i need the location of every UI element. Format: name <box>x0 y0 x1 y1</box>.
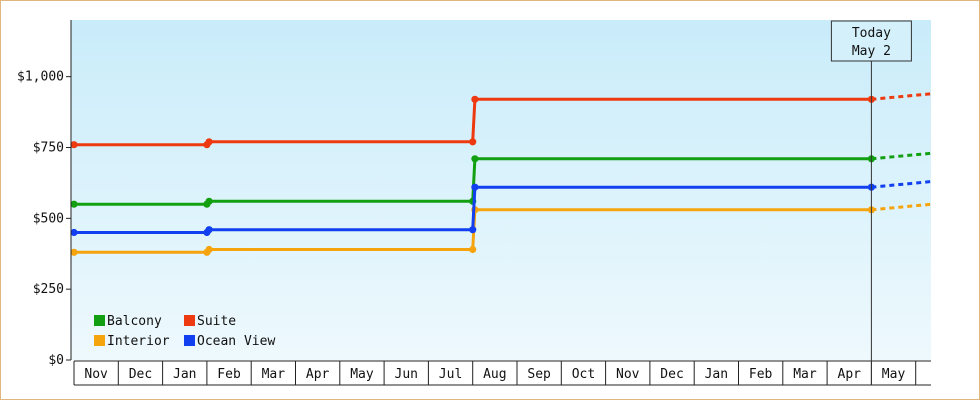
series-line-balcony <box>74 157 872 206</box>
today-box <box>830 20 912 62</box>
x-tick-label: Dec <box>660 367 683 382</box>
series-line-ocean-view <box>74 185 872 234</box>
series-line-suite <box>74 97 872 147</box>
series-ocean-view <box>70 180 933 237</box>
x-tick-label: Apr <box>306 367 330 382</box>
y-tick-label: $1,000 <box>17 70 64 85</box>
axes-layer: $0 $250 $500 $750 $1,000 Nov Dec Jan Feb Mar Apr Ma… <box>17 20 931 386</box>
legend-label: Interior <box>107 334 170 349</box>
data-point[interactable] <box>471 183 479 191</box>
x-tick-label: Jul <box>439 367 462 382</box>
data-point[interactable] <box>205 245 213 254</box>
data-point[interactable] <box>70 228 78 237</box>
today-marker: Today May 2 <box>830 20 912 385</box>
data-point[interactable] <box>471 155 479 163</box>
data-point[interactable] <box>205 226 213 234</box>
x-tick-label: Jan <box>705 367 728 382</box>
data-point[interactable] <box>469 138 477 146</box>
today-label: Today <box>852 26 891 41</box>
series-line-interior <box>74 208 872 254</box>
series-projection-balcony <box>871 151 933 161</box>
legend-swatch <box>94 335 105 346</box>
data-point[interactable] <box>469 226 477 234</box>
x-tick-label: Dec <box>129 367 152 382</box>
data-point[interactable] <box>205 197 213 205</box>
legend-swatch <box>94 315 105 326</box>
x-tick-label: May <box>882 367 906 382</box>
legend: Balcony Suite Interior Ocean View <box>94 314 275 349</box>
legend-item: Suite <box>184 314 236 329</box>
legend-label: Ocean View <box>197 334 275 349</box>
series-projection-ocean-view <box>871 180 933 189</box>
x-tick-label: May <box>350 367 374 382</box>
series-layer <box>70 92 933 256</box>
x-tick-label: Sep <box>527 367 551 382</box>
y-tick-label: $0 <box>48 353 64 368</box>
data-point[interactable] <box>70 248 78 256</box>
series-projection-suite <box>871 92 933 101</box>
y-tick-label: $500 <box>33 211 64 226</box>
x-tick-label: Mar <box>262 367 286 382</box>
x-tick-label: Mar <box>793 367 817 382</box>
x-tick-label: Jun <box>395 367 418 382</box>
today-date: May 2 <box>852 44 891 59</box>
series-interior <box>70 202 933 256</box>
x-tick-label: Aug <box>483 367 506 382</box>
legend-item: Ocean View <box>184 334 275 349</box>
legend-item: Interior <box>94 334 170 349</box>
x-tick-label: Nov <box>84 367 108 382</box>
plot-area <box>71 20 931 360</box>
y-tick-label: $750 <box>33 141 64 156</box>
y-tick-label: $250 <box>33 282 64 297</box>
x-tick-label: Apr <box>838 367 862 382</box>
data-point[interactable] <box>469 245 477 254</box>
legend-label: Balcony <box>107 314 162 329</box>
data-point[interactable] <box>205 138 213 146</box>
legend-label: Suite <box>197 314 236 329</box>
x-tick-label: Feb <box>217 367 241 382</box>
data-point[interactable] <box>471 95 479 103</box>
series-suite <box>70 92 933 149</box>
data-point[interactable] <box>70 141 78 149</box>
x-tick-label: Feb <box>749 367 773 382</box>
legend-swatch <box>184 315 195 326</box>
x-tick-label: Nov <box>616 367 640 382</box>
series-projection-interior <box>871 202 933 212</box>
legend-swatch <box>184 335 195 346</box>
data-point[interactable] <box>70 200 78 208</box>
legend-item: Balcony <box>94 314 162 329</box>
x-tick-label: Oct <box>572 367 595 382</box>
x-tick-label: Jan <box>173 367 196 382</box>
